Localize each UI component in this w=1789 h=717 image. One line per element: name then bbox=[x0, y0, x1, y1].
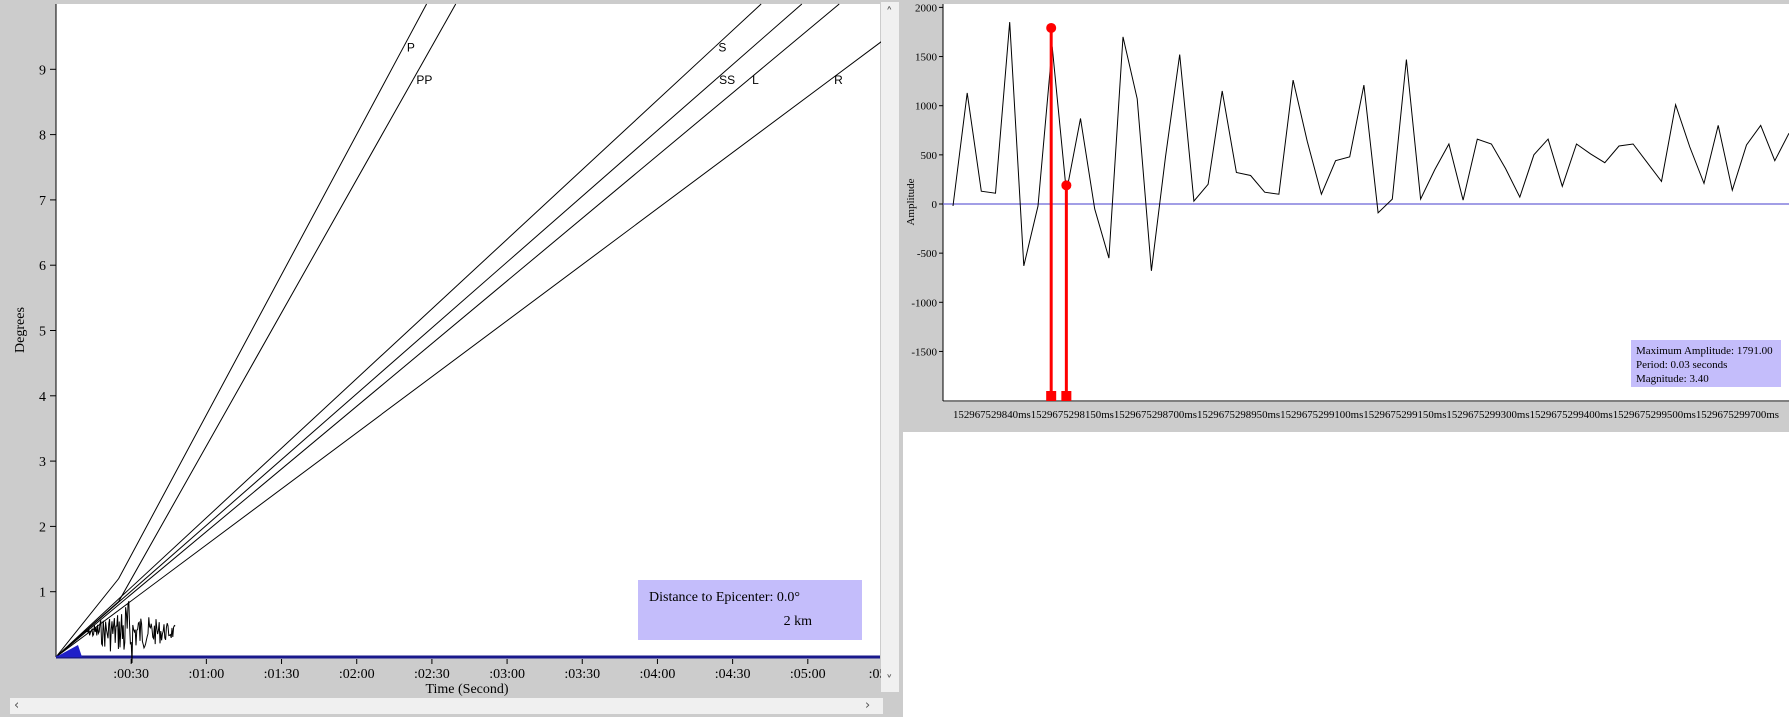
y-tick-label: 8 bbox=[39, 129, 46, 144]
y-tick-label: 1 bbox=[39, 586, 46, 601]
y-tick-label: 2 bbox=[39, 520, 46, 535]
travel-curve-ss-extension bbox=[715, 3, 803, 80]
travel-curve-pp-extension bbox=[412, 3, 457, 80]
x-tick-label: :03:00 bbox=[489, 667, 525, 682]
amplitude-y-tick-label: 500 bbox=[921, 150, 938, 162]
pick-marker-head bbox=[1061, 180, 1072, 191]
pick-marker-handle bbox=[1046, 391, 1057, 401]
seismogram-trace bbox=[83, 601, 176, 664]
curve-label-pp: PP bbox=[416, 73, 432, 87]
x-tick-label: :01:00 bbox=[188, 667, 224, 682]
max-amplitude-text: Maximum Amplitude: 1791.00 bbox=[1636, 345, 1773, 357]
curve-label-l: L bbox=[752, 73, 759, 87]
y-tick-label: 4 bbox=[39, 390, 46, 405]
amplitude-plot-area bbox=[943, 4, 1789, 402]
amplitude-y-tick-label: 0 bbox=[932, 199, 938, 211]
pick-marker-head bbox=[1046, 22, 1057, 33]
curve-label-p: P bbox=[407, 40, 415, 54]
travel-curve-r bbox=[55, 78, 832, 658]
x-tick-label: :05:00 bbox=[790, 667, 826, 682]
curve-label-s: S bbox=[718, 40, 726, 54]
x-tick-label: :00:30 bbox=[113, 667, 149, 682]
y-tick-label: 6 bbox=[39, 259, 46, 274]
travel-time-plot-area bbox=[56, 4, 880, 657]
travel-curve-ss bbox=[55, 78, 717, 658]
horizontal-scrollbar[interactable]: ‹ › bbox=[10, 698, 883, 714]
y-tick-label: 3 bbox=[39, 455, 46, 470]
epicenter-distance-label: Distance to Epicenter: 0.0° bbox=[649, 590, 800, 605]
y-tick-label: 7 bbox=[39, 194, 46, 209]
y-axis-title: Degrees bbox=[13, 307, 28, 353]
origin-marker bbox=[56, 645, 82, 657]
time-tick-labels: 152967529840ms1529675298150ms15296752987… bbox=[953, 410, 1779, 421]
travel-curve-p bbox=[55, 46, 405, 658]
amplitude-y-tick-label: -500 bbox=[917, 248, 938, 260]
period-text: Period: 0.03 seconds bbox=[1636, 359, 1728, 371]
amplitude-y-tick-label: -1500 bbox=[911, 346, 937, 358]
curve-label-r: R bbox=[834, 73, 843, 87]
curve-label-ss: SS bbox=[719, 73, 735, 87]
travel-curve-r-extension bbox=[830, 40, 884, 80]
vertical-scrollbar[interactable]: ˄ ˅ bbox=[881, 2, 899, 692]
amplitude-trace bbox=[952, 22, 1789, 271]
scroll-up-icon[interactable]: ˄ bbox=[886, 6, 893, 21]
amplitude-chart: 2000 1500 1000 500 0 -500 -1000 -1500 Amplitude… bbox=[905, 2, 1789, 421]
travel-curve-s bbox=[55, 46, 716, 658]
amplitude-y-tick-label: 1000 bbox=[915, 101, 938, 113]
amplitude-axis-title: Amplitude bbox=[905, 178, 917, 225]
amplitude-y-tick-label: -1000 bbox=[911, 297, 937, 309]
amplitude-y-tick-label: 2000 bbox=[915, 2, 938, 14]
magnitude-info-box: Maximum Amplitude: 1791.00 Period: 0.03 … bbox=[1631, 340, 1781, 387]
scroll-left-icon[interactable]: ‹ bbox=[14, 698, 20, 713]
y-tick-label: 5 bbox=[39, 325, 46, 340]
x-tick-label: :01:30 bbox=[264, 667, 300, 682]
x-tick-label: :03:30 bbox=[564, 667, 600, 682]
travel-curve-s-extension bbox=[714, 3, 762, 47]
travel-curve-l bbox=[55, 78, 750, 658]
travel-curve-l-extension bbox=[748, 3, 840, 80]
x-tick-label: :02:30 bbox=[414, 667, 450, 682]
travel-time-chart: 1 2 3 4 5 6 7 8 9 :00:30 :01:00 :01:30 :02:00 :02:30:… bbox=[13, 3, 897, 697]
scroll-right-icon[interactable]: › bbox=[865, 698, 871, 713]
y-tick-label: 9 bbox=[39, 63, 46, 78]
travel-time-panel: 1 2 3 4 5 6 7 8 9 :00:30 :01:00 :01:30 :02:00 :02:30:… bbox=[0, 0, 903, 717]
waveform-panel: 2000 1500 1000 500 0 -500 -1000 -1500 Amplitude… bbox=[903, 0, 1789, 432]
magnitude-text: Magnitude: 3.40 bbox=[1636, 373, 1709, 385]
epicenter-distance-box: Distance to Epicenter: 0.0° 2 km bbox=[638, 580, 862, 640]
scroll-down-icon[interactable]: ˅ bbox=[886, 674, 893, 689]
epicenter-distance-km: 2 km bbox=[783, 614, 812, 629]
travel-curve-p-extension bbox=[403, 3, 428, 47]
x-tick-label: :04:00 bbox=[640, 667, 676, 682]
x-tick-label: :04:30 bbox=[715, 667, 751, 682]
pick-marker-handle bbox=[1061, 391, 1072, 401]
x-axis-title: Time (Second) bbox=[425, 682, 508, 697]
x-tick-label: :02:00 bbox=[339, 667, 375, 682]
amplitude-y-tick-label: 1500 bbox=[915, 52, 938, 64]
